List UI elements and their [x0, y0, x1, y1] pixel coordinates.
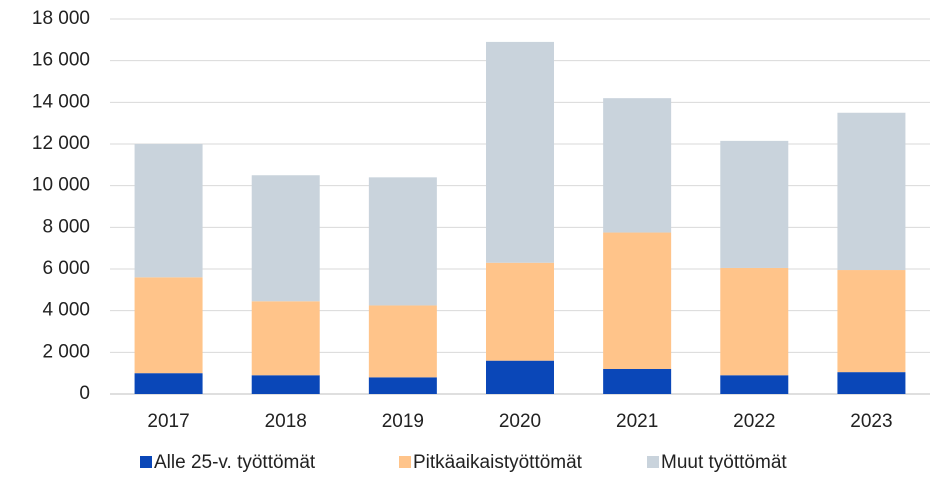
- bar-segment: [368, 177, 437, 306]
- y-tick-label: 2 000: [42, 341, 90, 362]
- bar-segment: [603, 369, 672, 394]
- bar-segment: [720, 140, 789, 268]
- x-tick-label: 2023: [850, 411, 892, 432]
- bar-segment: [486, 360, 554, 394]
- bar-segment: [720, 267, 789, 376]
- bar-segment: [603, 98, 672, 233]
- y-tick-label: 18 000: [32, 8, 90, 29]
- x-tick-label: 2021: [616, 411, 658, 432]
- y-tick-label: 0: [79, 383, 90, 404]
- legend-label: Pitkäaikaistyöttömät: [413, 452, 583, 473]
- y-tick-label: 8 000: [42, 216, 90, 237]
- y-tick-label: 6 000: [42, 258, 90, 279]
- y-tick-label: 12 000: [32, 133, 90, 154]
- legend-swatch: [399, 456, 411, 468]
- bar-segment: [837, 372, 906, 394]
- legend-swatch: [140, 456, 152, 468]
- bar-segment: [486, 262, 554, 361]
- y-tick-label: 10 000: [32, 175, 90, 196]
- y-tick-label: 16 000: [32, 50, 90, 71]
- bar-segment: [837, 112, 906, 271]
- bar-segment: [368, 377, 437, 394]
- x-tick-label: 2018: [265, 411, 307, 432]
- x-tick-label: 2020: [499, 411, 541, 432]
- y-tick-label: 4 000: [42, 300, 90, 321]
- x-tick-label: 2019: [382, 411, 424, 432]
- x-tick-label: 2017: [147, 411, 189, 432]
- bar-segment: [251, 301, 320, 376]
- bar-segment: [837, 270, 906, 373]
- legend-swatch: [647, 456, 659, 468]
- bar-segment: [720, 375, 789, 394]
- bar-segment: [134, 373, 203, 394]
- legend-label: Muut työttömät: [661, 452, 787, 473]
- y-tick-label: 14 000: [32, 91, 90, 112]
- bar-segment: [134, 277, 203, 374]
- bar-segment: [368, 305, 437, 378]
- bar-segment: [251, 375, 320, 394]
- x-tick-label: 2022: [733, 411, 775, 432]
- legend-label: Alle 25-v. työttömät: [154, 452, 316, 473]
- bar-segment: [251, 175, 320, 302]
- bar-segment: [603, 232, 672, 369]
- bar-segment: [134, 144, 203, 278]
- bar-segment: [486, 41, 554, 263]
